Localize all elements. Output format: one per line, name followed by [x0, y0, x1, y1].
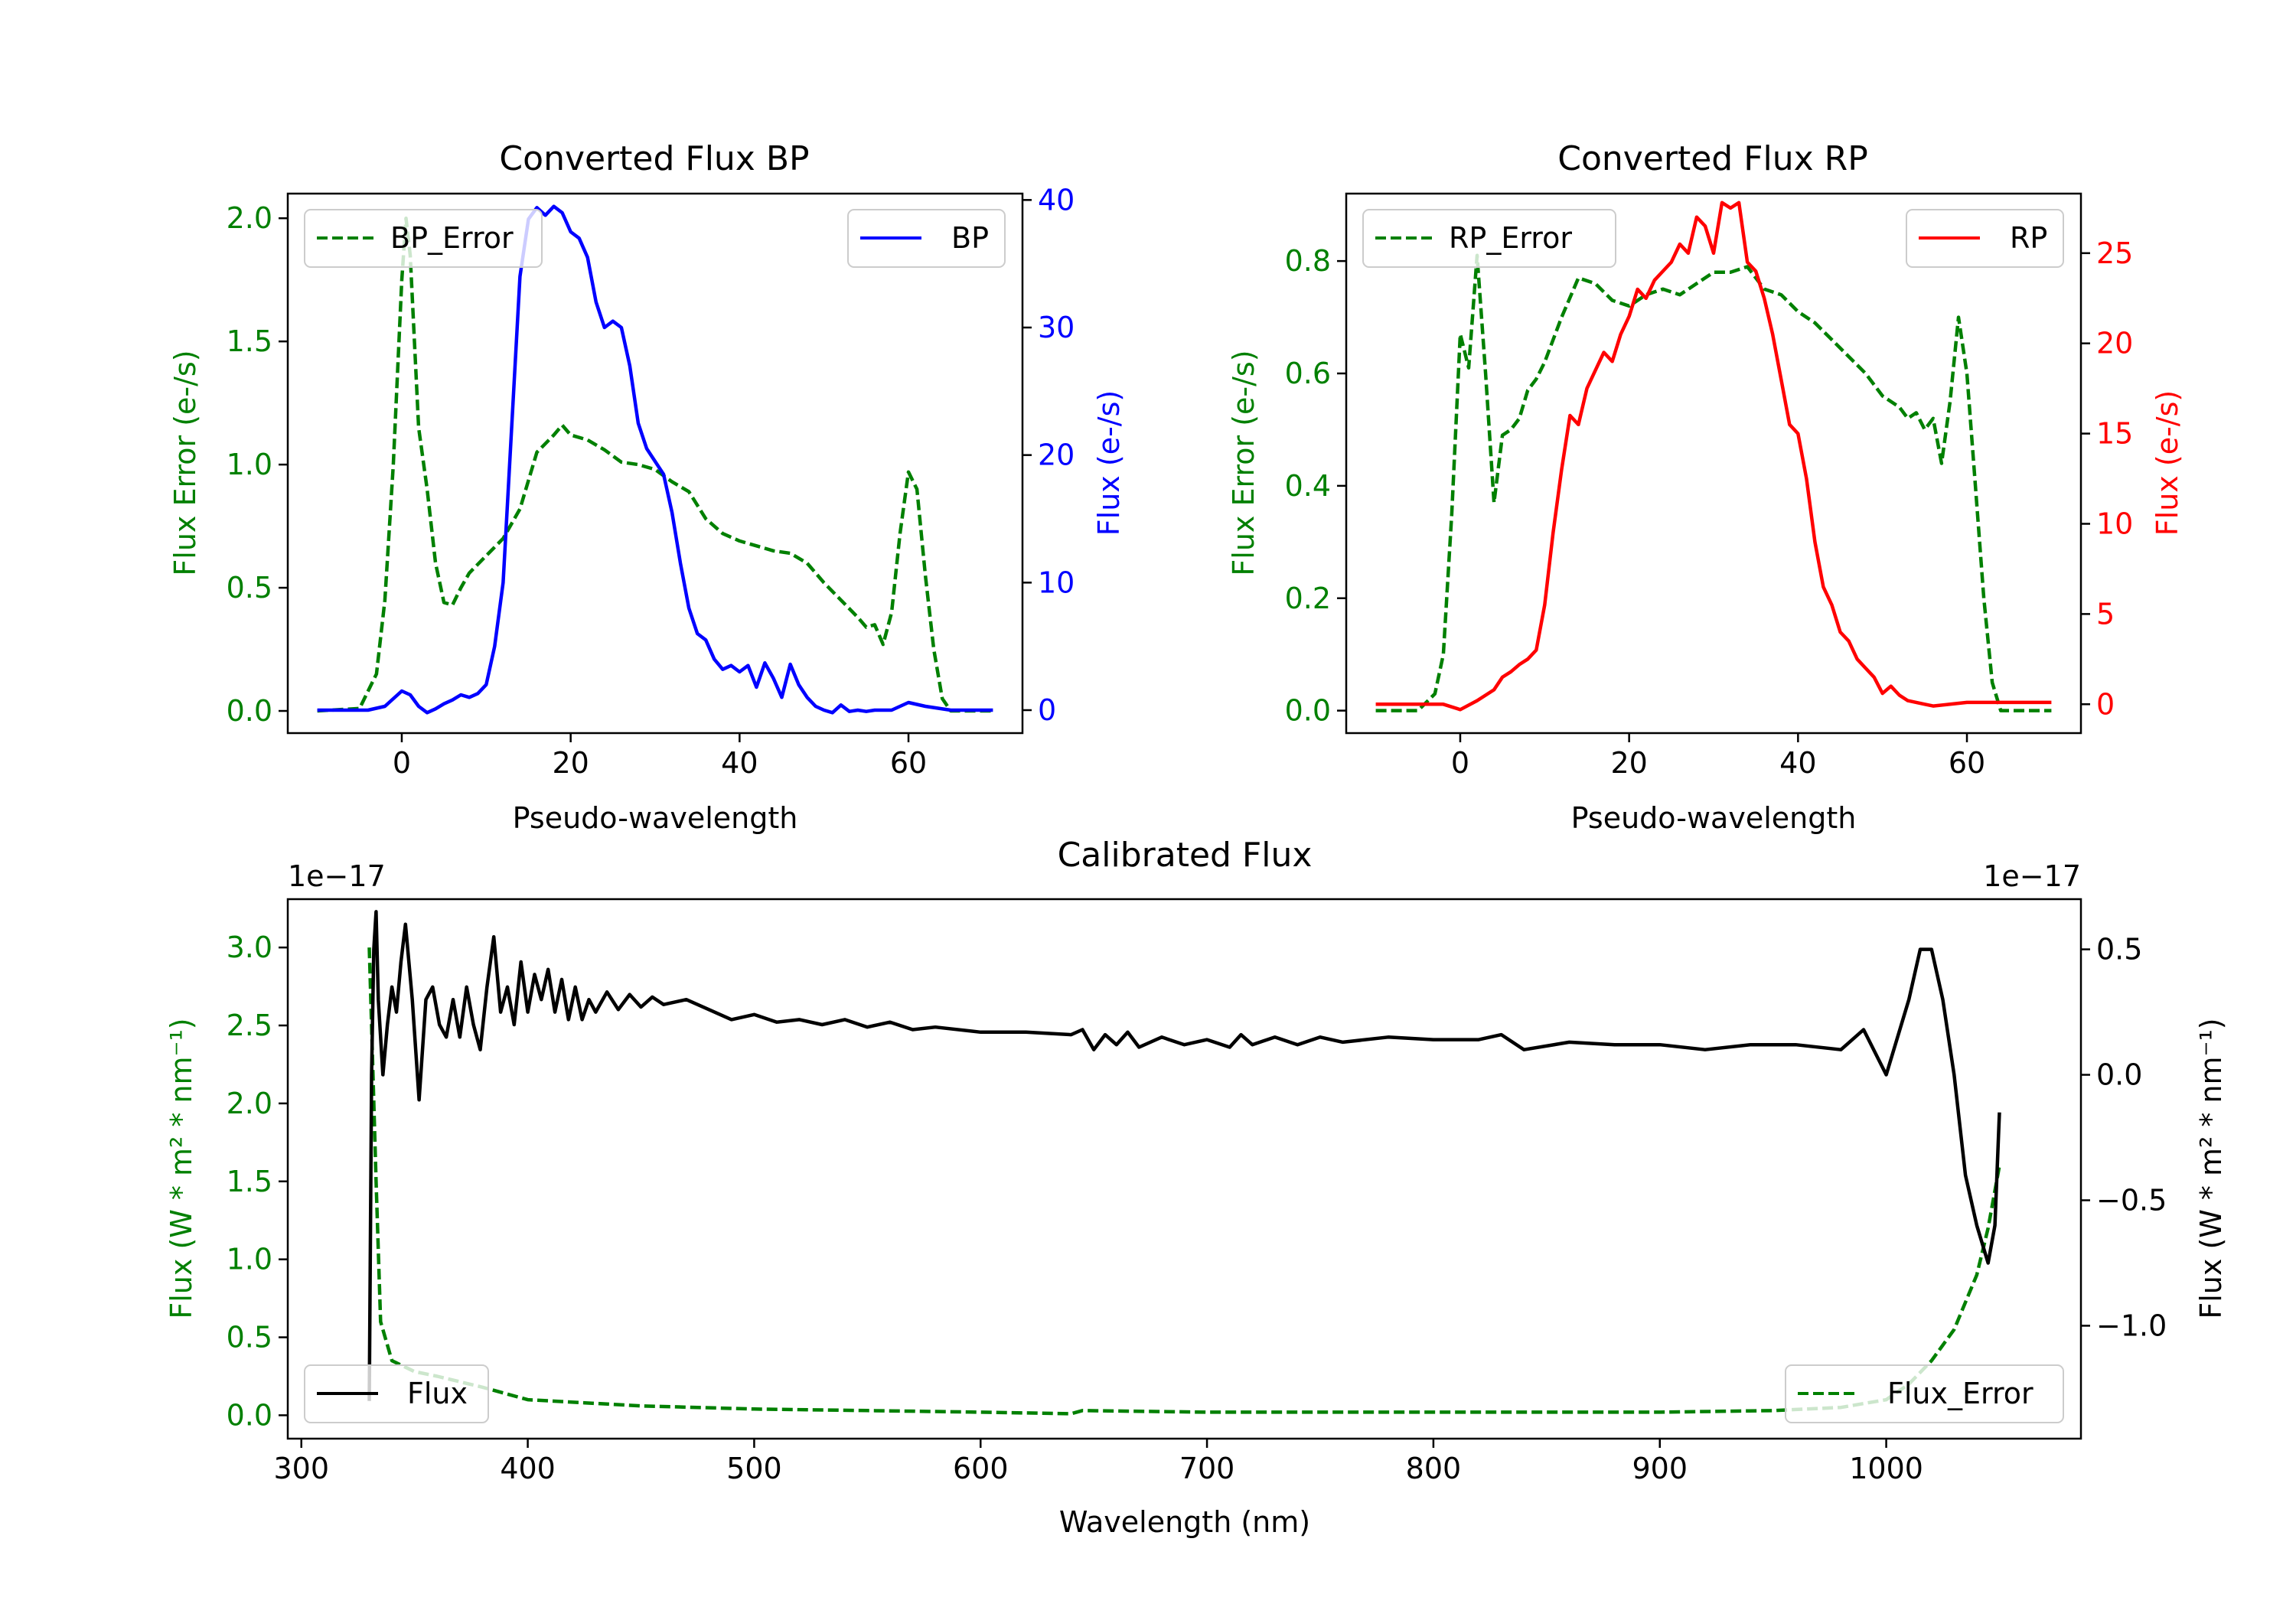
x-tick-label: 600: [953, 1452, 1009, 1485]
legend-rp-label: RP: [2010, 221, 2047, 255]
right-axis-label: Flux (e-/s): [2151, 390, 2184, 536]
left-tick-label: 0.8: [1285, 244, 1331, 278]
left-axis-label: Flux (W * m² * nm⁻¹): [165, 1018, 198, 1319]
panel-converted-flux-bp: Converted Flux BP 0 20 40 60 0.0 0.5 1.0 1.5 2.…: [168, 139, 1126, 835]
right-tick-label: 5: [2096, 597, 2115, 631]
x-tick-label: 0: [1451, 746, 1469, 780]
x-tick-label: 0: [393, 746, 411, 780]
right-tick-label: 25: [2096, 236, 2133, 270]
panel-calibrated-flux: Calibrated Flux 1e−17 1e−17 300 400 500 600…: [165, 836, 2228, 1539]
left-tick-label: 3.0: [227, 931, 272, 964]
left-tick-label: 0.0: [1285, 694, 1331, 728]
x-tick-label: 60: [890, 746, 927, 780]
legend-error-label: BP_Error: [390, 221, 514, 255]
chart-title: Converted Flux RP: [1557, 139, 1868, 178]
series-line-bp: [317, 204, 993, 715]
x-tick-label: 900: [1632, 1452, 1688, 1485]
x-tick-label: 400: [500, 1452, 556, 1485]
plot-frame: [1345, 192, 2082, 735]
right-offset-label: 1e−17: [1983, 859, 2081, 893]
legend-flux-error-label: Flux_Error: [1887, 1377, 2033, 1410]
left-offset-label: 1e−17: [288, 859, 386, 893]
x-axis-label: Wavelength (nm): [1059, 1505, 1310, 1539]
right-tick-label: 0.0: [2096, 1058, 2142, 1092]
right-tick-label: 15: [2096, 417, 2133, 451]
plot-frame: [286, 192, 1024, 735]
x-tick-label: 300: [273, 1452, 329, 1485]
legend-error: RP_Error: [1362, 209, 1616, 268]
left-tick-label: 1.5: [227, 1165, 272, 1198]
left-tick-label: 0.0: [227, 1398, 272, 1432]
right-tick-label: 20: [1038, 438, 1075, 472]
right-axis-label: Flux (e-/s): [1092, 390, 1126, 536]
left-tick-label: 0.6: [1285, 357, 1331, 390]
right-tick-label: 10: [1038, 566, 1075, 599]
x-tick-label: 800: [1406, 1452, 1462, 1485]
x-tick-label: 500: [726, 1452, 782, 1485]
left-tick-label: 1.0: [227, 448, 272, 481]
legend-bp-label: BP: [951, 221, 989, 255]
right-tick-label: 40: [1038, 183, 1075, 217]
x-tick-label: 40: [721, 746, 758, 780]
left-tick-label: 0.0: [227, 694, 272, 728]
plot-frame: [286, 898, 2082, 1440]
left-tick-label: 2.5: [227, 1009, 272, 1042]
chart-title: Calibrated Flux: [1058, 836, 1313, 875]
left-tick-label: 0.4: [1285, 469, 1331, 503]
legend-flux-error: Flux_Error: [1785, 1364, 2064, 1423]
x-axis-label: Pseudo-wavelength: [1571, 801, 1857, 835]
left-tick-label: 0.5: [227, 1321, 272, 1354]
chart-title: Converted Flux BP: [499, 139, 809, 178]
left-tick-label: 1.5: [227, 324, 272, 358]
right-tick-label: 0: [1038, 693, 1056, 727]
right-tick-label: 10: [2096, 507, 2133, 540]
left-axis-label: Flux Error (e-/s): [168, 350, 202, 575]
right-tick-label: 30: [1038, 311, 1075, 344]
legend-bp: BP: [847, 209, 1006, 268]
left-tick-label: 2.0: [227, 201, 272, 235]
left-tick-label: 0.2: [1285, 582, 1331, 615]
right-tick-label: 20: [2096, 327, 2133, 360]
right-tick-label: 0.5: [2096, 933, 2142, 966]
legend-flux-label: Flux: [407, 1377, 468, 1410]
series-line-bp-error: [317, 216, 993, 713]
panel-converted-flux-rp: Converted Flux RP 0 20 40 60 0.0 0.2 0.4 0.6 0.…: [1227, 139, 2184, 835]
series-line-rp-error: [1375, 253, 2052, 712]
x-tick-label: 1000: [1849, 1452, 1923, 1485]
legend-flux: Flux: [304, 1364, 489, 1423]
right-tick-label: −1.0: [2096, 1309, 2167, 1342]
series-line-flux: [367, 910, 2001, 1401]
x-tick-label: 20: [1610, 746, 1647, 780]
x-tick-label: 20: [552, 746, 589, 780]
x-axis-label: Pseudo-wavelength: [513, 801, 798, 835]
left-axis-label: Flux Error (e-/s): [1227, 350, 1261, 575]
x-tick-label: 40: [1779, 746, 1816, 780]
x-tick-label: 60: [1949, 746, 1985, 780]
series-line-rp: [1375, 200, 2052, 712]
left-tick-label: 1.0: [227, 1243, 272, 1276]
left-tick-label: 0.5: [227, 571, 272, 605]
legend-error-label: RP_Error: [1449, 221, 1572, 255]
x-tick-label: 700: [1179, 1452, 1235, 1485]
legend-error: BP_Error: [304, 209, 543, 268]
left-tick-label: 2.0: [227, 1087, 272, 1120]
legend-rp: RP: [1906, 209, 2064, 268]
right-tick-label: −0.5: [2096, 1183, 2167, 1217]
right-tick-label: 0: [2096, 687, 2115, 721]
right-axis-label: Flux (W * m² * nm⁻¹): [2194, 1018, 2228, 1319]
